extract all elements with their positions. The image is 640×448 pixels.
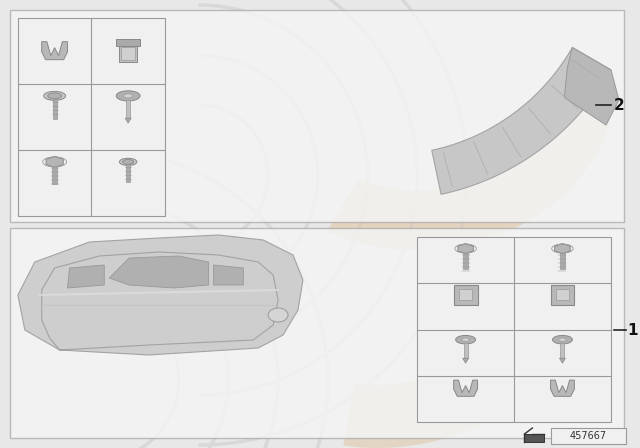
Polygon shape	[46, 156, 63, 168]
FancyBboxPatch shape	[18, 18, 165, 216]
Ellipse shape	[47, 93, 61, 99]
Polygon shape	[18, 235, 303, 355]
FancyBboxPatch shape	[550, 285, 574, 305]
FancyBboxPatch shape	[454, 285, 477, 305]
Ellipse shape	[461, 338, 470, 341]
FancyBboxPatch shape	[560, 253, 565, 269]
Polygon shape	[109, 256, 209, 288]
Polygon shape	[564, 47, 619, 125]
FancyBboxPatch shape	[459, 289, 472, 300]
Ellipse shape	[120, 158, 137, 165]
FancyBboxPatch shape	[417, 237, 611, 422]
FancyBboxPatch shape	[463, 343, 468, 358]
FancyBboxPatch shape	[556, 289, 569, 300]
Polygon shape	[343, 292, 585, 448]
Polygon shape	[454, 380, 477, 396]
Ellipse shape	[124, 94, 133, 98]
Text: 2: 2	[614, 98, 625, 112]
FancyBboxPatch shape	[119, 45, 137, 62]
FancyBboxPatch shape	[561, 343, 564, 358]
Polygon shape	[125, 118, 131, 123]
Ellipse shape	[123, 159, 134, 164]
FancyBboxPatch shape	[121, 47, 135, 60]
FancyBboxPatch shape	[52, 166, 57, 185]
Ellipse shape	[456, 336, 476, 344]
FancyBboxPatch shape	[52, 99, 56, 119]
Polygon shape	[327, 97, 613, 250]
Polygon shape	[458, 244, 474, 254]
Ellipse shape	[268, 308, 288, 322]
Polygon shape	[559, 358, 565, 363]
Ellipse shape	[559, 338, 566, 341]
Polygon shape	[463, 358, 468, 363]
Polygon shape	[555, 244, 570, 254]
Polygon shape	[68, 265, 104, 288]
Polygon shape	[550, 380, 574, 396]
FancyBboxPatch shape	[551, 428, 626, 444]
Ellipse shape	[116, 91, 140, 101]
FancyBboxPatch shape	[126, 100, 130, 118]
FancyBboxPatch shape	[116, 39, 140, 46]
Ellipse shape	[552, 336, 572, 344]
FancyBboxPatch shape	[126, 164, 130, 182]
FancyBboxPatch shape	[10, 10, 624, 222]
Text: 1: 1	[628, 323, 638, 337]
FancyBboxPatch shape	[10, 228, 624, 438]
Polygon shape	[42, 42, 68, 60]
Text: 457667: 457667	[570, 431, 607, 441]
Polygon shape	[432, 47, 611, 194]
FancyBboxPatch shape	[463, 253, 468, 269]
Ellipse shape	[44, 91, 65, 100]
Polygon shape	[214, 265, 243, 285]
Polygon shape	[524, 434, 544, 442]
